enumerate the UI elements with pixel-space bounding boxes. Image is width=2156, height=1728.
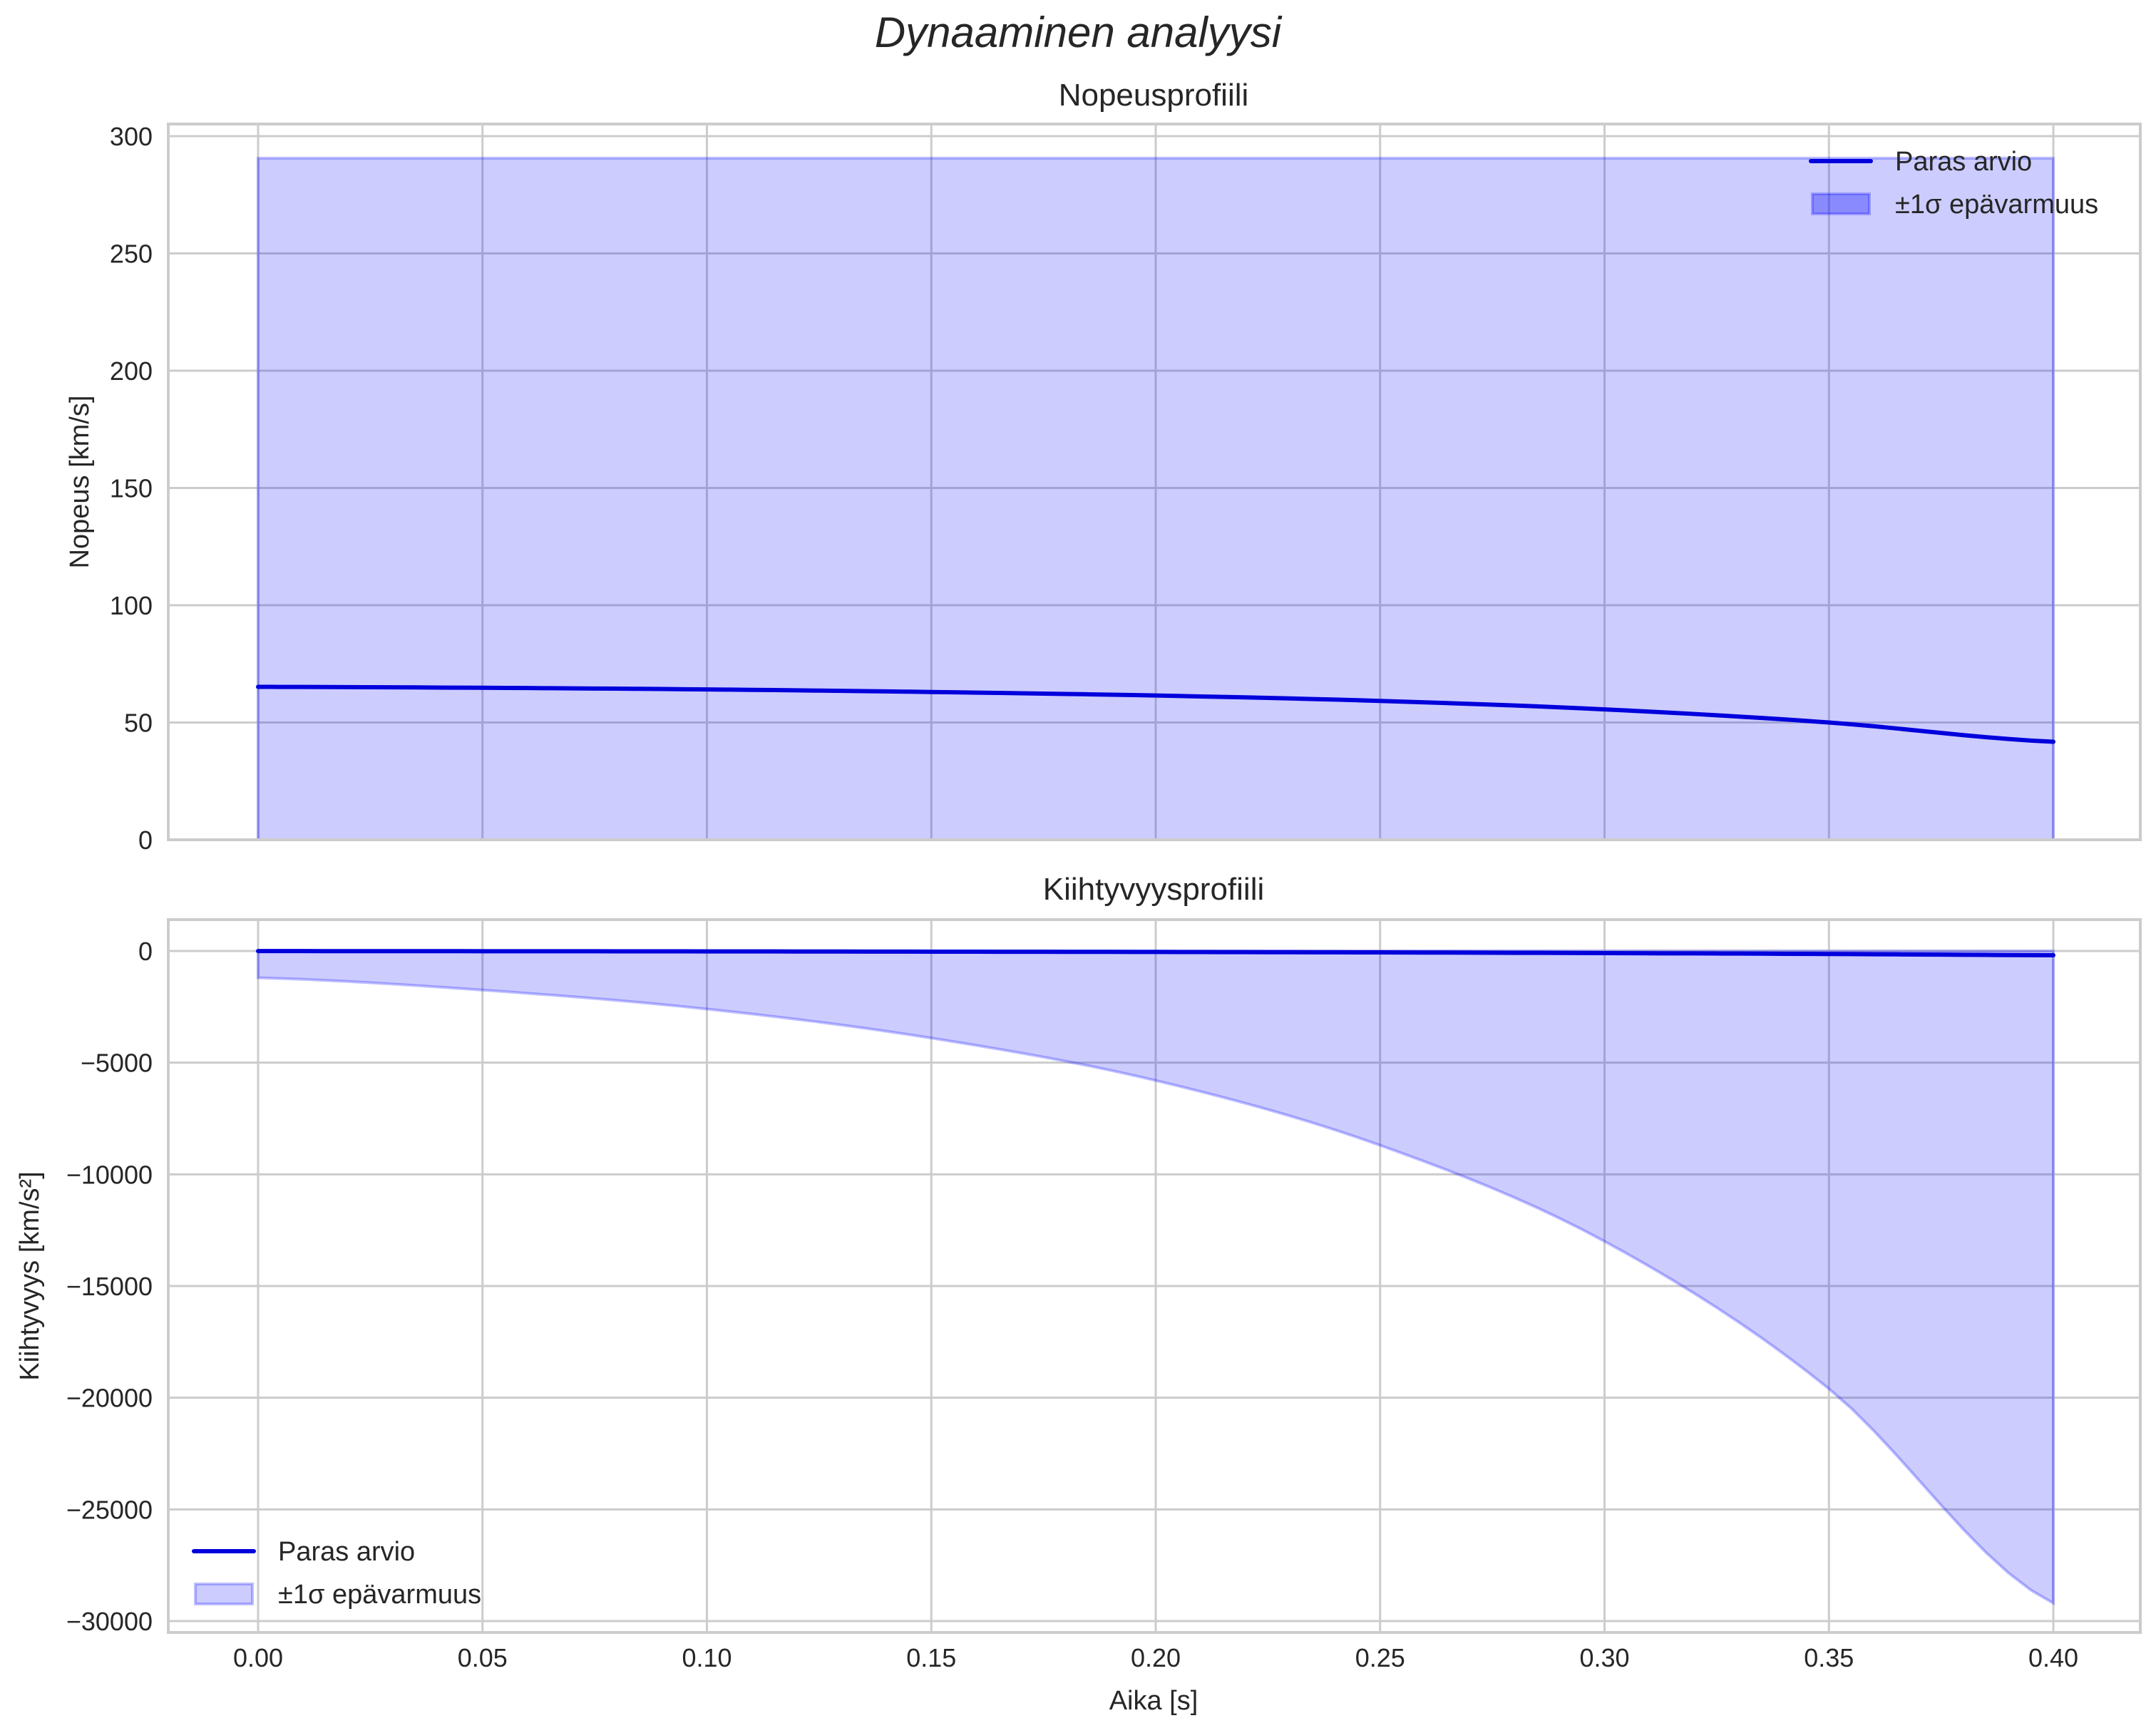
x-tick-label: 0.35 [1804, 1643, 1854, 1672]
legend-label-best-estimate: Paras arvio [278, 1537, 415, 1567]
y-tick-label: 200 [110, 356, 153, 386]
x-tick-label: 0.10 [682, 1643, 732, 1672]
x-tick-label: 0.25 [1355, 1643, 1405, 1672]
acceleration-y-tick-labels: 0 −5000 −10000 −15000 −20000 −25000 −30000 [66, 937, 153, 1636]
y-tick-label: 0 [138, 937, 153, 966]
y-tick-label: 100 [110, 591, 153, 620]
legend-band-swatch [194, 1583, 254, 1605]
y-tick-label: −25000 [66, 1495, 153, 1524]
x-tick-label: 0.00 [233, 1643, 283, 1672]
y-tick-label: −5000 [81, 1049, 153, 1078]
acceleration-panel: Kiihtyvyysprofiili 0 −5000 −10000 −15000 −20… [15, 872, 2142, 1716]
y-tick-label: 150 [110, 474, 153, 503]
velocity-panel-title: Nopeusprofiili [1059, 78, 1249, 113]
legend-band-swatch [1811, 192, 1871, 215]
y-tick-label: −15000 [66, 1272, 153, 1301]
velocity-legend: Paras arvio ±1σ epävarmuus [1809, 147, 2098, 220]
velocity-y-axis-label: Nopeus [km/s] [65, 396, 95, 569]
legend-label-uncertainty: ±1σ epävarmuus [1895, 190, 2098, 220]
y-tick-label: 250 [110, 240, 153, 269]
velocity-uncertainty-band [257, 156, 2055, 841]
uncertainty-band-area [257, 156, 2055, 841]
best-estimate-path [256, 684, 2055, 744]
acceleration-best-estimate-line [256, 949, 2055, 957]
x-tick-label: 0.05 [458, 1643, 508, 1672]
best-estimate-path [256, 949, 2055, 957]
y-tick-label: −20000 [66, 1384, 153, 1413]
acceleration-legend: Paras arvio ±1σ epävarmuus [192, 1537, 481, 1610]
velocity-panel: Nopeusprofiili 0 50 100 150 200 250 300 Nopeus… [65, 78, 2142, 855]
y-tick-label: 50 [124, 709, 153, 738]
figure-suptitle: Dynaaminen analyysi [875, 9, 1283, 56]
y-tick-label: −10000 [66, 1160, 153, 1189]
y-tick-label: −30000 [66, 1607, 153, 1636]
x-tick-label: 0.30 [1579, 1643, 1629, 1672]
x-tick-labels: 0.00 0.05 0.10 0.15 0.20 0.25 0.30 0.35 0.40 [233, 1643, 2078, 1672]
x-axis-label: Aika [s] [1109, 1686, 1198, 1716]
acceleration-axes-frame [167, 918, 2142, 1634]
velocity-best-estimate-line [256, 684, 2055, 744]
x-tick-label: 0.15 [906, 1643, 956, 1672]
acceleration-y-axis-label: Kiihtyvyys [km/s²] [15, 1171, 45, 1380]
y-tick-label: 300 [110, 122, 153, 151]
velocity-axes-frame [167, 123, 2142, 841]
x-tick-label: 0.40 [2028, 1643, 2078, 1672]
y-tick-label: 0 [138, 826, 153, 855]
acceleration-panel-title: Kiihtyvyysprofiili [1043, 872, 1265, 907]
legend-label-uncertainty: ±1σ epävarmuus [278, 1580, 481, 1610]
velocity-y-tick-labels: 0 50 100 150 200 250 300 [110, 122, 153, 855]
x-tick-label: 0.20 [1131, 1643, 1181, 1672]
legend-label-best-estimate: Paras arvio [1895, 147, 2032, 177]
